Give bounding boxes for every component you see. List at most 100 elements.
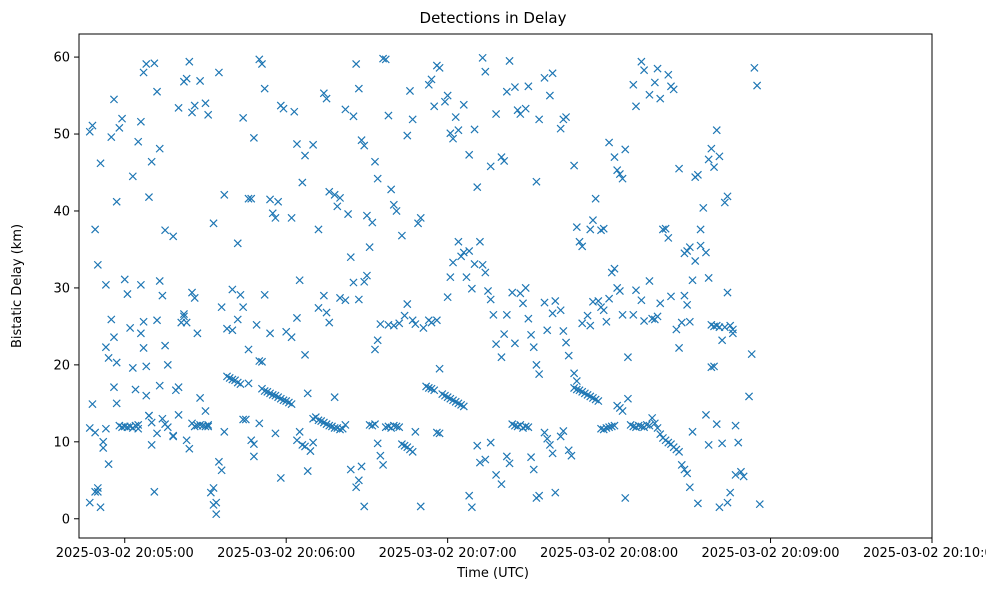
data-point — [255, 419, 264, 428]
data-point — [274, 197, 283, 206]
data-point — [664, 70, 673, 79]
data-point — [623, 353, 632, 362]
data-point — [446, 129, 455, 138]
y-tick-label: 10 — [53, 435, 70, 450]
data-point — [395, 319, 404, 328]
data-point — [683, 246, 692, 256]
data-point — [529, 343, 538, 352]
data-point — [118, 114, 127, 123]
data-point — [325, 187, 334, 196]
data-point — [459, 248, 468, 257]
data-point — [562, 113, 571, 122]
data-point — [578, 319, 587, 328]
x-tick-label: 2025-03-02 20:09:00 — [702, 546, 840, 561]
data-point — [214, 457, 223, 466]
data-point — [174, 410, 183, 419]
data-point — [701, 410, 710, 419]
data-point — [153, 87, 162, 96]
data-point — [543, 434, 552, 443]
data-point — [185, 57, 194, 66]
data-point — [527, 453, 536, 462]
data-point — [182, 318, 191, 327]
data-point — [376, 320, 385, 329]
data-point — [416, 502, 425, 511]
data-point — [85, 127, 94, 136]
data-point — [607, 268, 616, 277]
data-point — [548, 309, 557, 318]
data-point — [637, 422, 646, 431]
data-point — [301, 151, 310, 160]
data-point — [640, 316, 649, 326]
data-point — [357, 462, 366, 471]
data-point — [712, 420, 721, 429]
data-point — [360, 502, 369, 511]
data-point — [683, 469, 692, 478]
data-point — [446, 273, 455, 282]
data-point — [570, 161, 579, 170]
data-point — [411, 427, 420, 436]
data-point — [685, 243, 694, 252]
data-point — [228, 285, 237, 294]
data-point — [325, 318, 334, 327]
data-point — [190, 101, 199, 110]
data-point — [260, 387, 269, 396]
data-point — [653, 312, 662, 321]
data-point — [607, 422, 616, 431]
data-point — [631, 102, 641, 111]
data-point — [753, 81, 762, 90]
data-point — [389, 200, 398, 209]
data-point — [618, 310, 627, 319]
data-point — [276, 473, 285, 483]
data-point — [548, 69, 557, 78]
data-point — [521, 422, 530, 431]
data-point — [677, 318, 686, 327]
data-point — [370, 157, 380, 166]
data-point — [99, 437, 108, 446]
data-point — [599, 306, 608, 315]
data-point — [683, 300, 692, 309]
data-point — [637, 57, 646, 66]
data-point — [744, 392, 754, 401]
data-point — [403, 300, 412, 309]
chart-title: Detections in Delay — [420, 9, 567, 27]
data-point — [217, 466, 226, 475]
data-point — [567, 451, 576, 460]
data-point — [548, 449, 557, 458]
data-point — [440, 97, 449, 106]
data-point — [239, 303, 248, 312]
data-point — [101, 343, 110, 352]
data-point — [239, 415, 248, 424]
data-point — [161, 226, 170, 235]
data-point — [209, 219, 218, 228]
data-point — [379, 460, 388, 469]
data-point — [387, 185, 396, 194]
data-point — [739, 472, 748, 481]
data-point — [206, 488, 215, 497]
data-point — [524, 314, 533, 323]
data-point — [521, 283, 530, 292]
data-point — [91, 487, 100, 496]
data-point — [540, 428, 549, 437]
data-point — [349, 112, 358, 121]
data-point — [535, 115, 544, 124]
data-point — [325, 421, 334, 430]
data-point — [610, 421, 619, 430]
data-point — [443, 91, 452, 100]
data-point — [370, 420, 380, 429]
data-point — [354, 295, 363, 304]
data-point — [623, 394, 632, 403]
data-point — [405, 86, 414, 95]
data-point — [309, 438, 318, 447]
data-point — [685, 317, 694, 326]
data-point — [381, 55, 390, 64]
data-point — [233, 239, 242, 248]
data-point — [330, 423, 339, 432]
data-point — [621, 145, 630, 154]
y-tick-label: 20 — [53, 358, 70, 373]
data-point — [179, 312, 188, 321]
data-point — [524, 423, 533, 432]
data-point — [586, 321, 595, 330]
data-point — [489, 310, 498, 319]
data-point — [201, 407, 210, 416]
data-point — [147, 157, 156, 166]
